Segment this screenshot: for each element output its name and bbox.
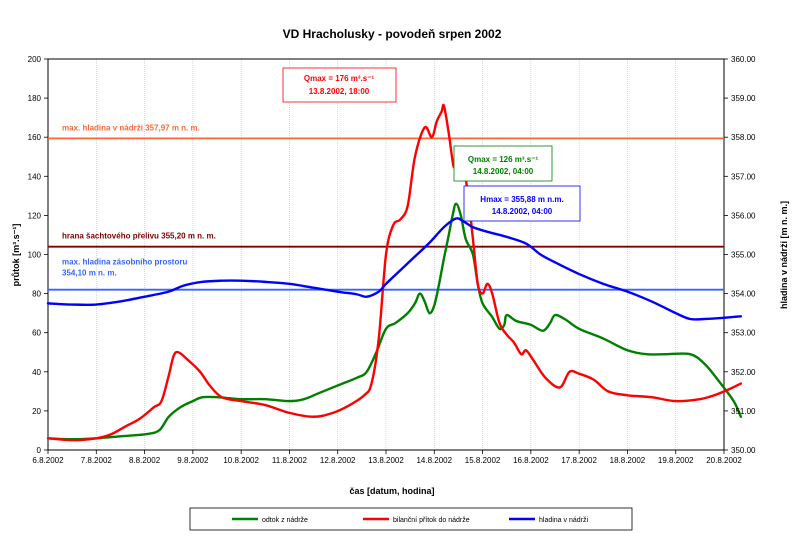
series-group [46,103,743,442]
y-left-tick-label: 0 [37,446,42,455]
y-right-tick-label: 359.00 [731,94,756,103]
series-line-inflow [46,103,743,442]
x-axis-label: čas [datum, hodina] [349,486,434,496]
y-right-tick-label: 351.00 [731,407,756,416]
annotation-line2: 13.8.2002, 18:00 [309,87,370,96]
annotation-line1: Qmax = 176 m³.s⁻¹ [304,74,375,83]
y-axis-left-label: průtok [m³.s⁻¹] [11,224,21,287]
y-left-tick-label: 60 [32,329,41,338]
y-left-tick-label: 80 [32,290,41,299]
y-left-tick-label: 140 [28,172,42,181]
annotation-box [282,67,397,103]
legend-label-inflow: bilanční přítok do nádrže [393,517,470,524]
x-tick-label: 11.8.2002 [272,456,308,465]
x-tick-label: 20.8.2002 [706,456,742,465]
annotation-line2: 14.8.2002, 04:00 [492,207,553,216]
x-tick-label: 15.8.2002 [465,456,501,465]
y-left-tick-label: 120 [28,211,42,220]
y-right-tick-label: 355.00 [731,251,756,260]
y-right-tick-label: 358.00 [731,133,756,142]
x-tick-label: 14.8.2002 [416,456,452,465]
series-line-level [46,217,743,321]
y-right-tick-label: 356.00 [731,211,756,220]
legend-label-level: hladina v nádrži [539,517,588,524]
x-tick-label: 7.8.2002 [81,456,113,465]
legend: odtok z nádrže bilanční přítok do nádrže… [189,507,633,531]
y-left-tick-label: 180 [28,94,42,103]
y-left-tick-label: 200 [28,55,42,64]
x-tick-label: 9.8.2002 [177,456,209,465]
y-right-tick-label: 357.00 [731,172,756,181]
reference-line-label: hrana šachtového přelivu 355,20 m n. m. [62,232,216,241]
annotation-qmax-outflow: Qmax = 126 m³.s⁻¹ 14.8.2002, 04:00 [453,145,553,182]
y-right-tick-label: 360.00 [731,55,756,64]
y-left-tick-label: 40 [32,368,41,377]
chart-title: VD Hracholusky - povodeň srpen 2002 [283,27,502,41]
reference-line-label: max. hladina v nádrži 357,97 m n. m. [62,123,200,132]
series-line-outflow [46,202,743,441]
annotation-line1: Qmax = 126 m³.s⁻¹ [468,155,539,164]
x-tick-label: 12.8.2002 [320,456,356,465]
y-right-tick-label: 350.00 [731,446,756,455]
y-right-tick-label: 354.00 [731,290,756,299]
x-tick-label: 10.8.2002 [223,456,259,465]
left-axis-ticks: 0 20 40 60 80 100 120 140 160 180 200 [28,55,48,455]
annotation-box [463,185,581,222]
x-tick-label: 6.8.2002 [32,456,64,465]
reference-line-label: max. hladina zásobního prostoru [62,258,187,267]
y-left-tick-label: 20 [32,407,41,416]
annotation-qmax-inflow: Qmax = 176 m³.s⁻¹ 13.8.2002, 18:00 [282,67,397,103]
annotation-line2: 14.8.2002, 04:00 [473,167,534,176]
annotation-box [453,145,553,182]
y-right-tick-label: 353.00 [731,329,756,338]
x-tick-label: 13.8.2002 [368,456,404,465]
x-axis-ticks: 6.8.2002 7.8.2002 8.8.2002 9.8.2002 10.8.200… [32,450,742,465]
right-axis-ticks: 350.00 351.00 352.00 353.00 354.00 355.00 356.… [724,55,756,455]
legend-label-outflow: odtok z nádrže [262,517,308,524]
annotation-hmax: Hmax = 355,88 m n.m. 14.8.2002, 04:00 [463,185,581,222]
y-left-tick-label: 160 [28,133,42,142]
y-left-tick-label: 100 [28,251,42,260]
x-tick-label: 17.8.2002 [561,456,597,465]
y-axis-right-label: hladina v nádrži [m n. m.] [779,201,789,309]
annotation-line1: Hmax = 355,88 m n.m. [480,195,563,204]
x-tick-label: 18.8.2002 [610,456,646,465]
x-tick-label: 19.8.2002 [658,456,694,465]
legend-box [189,507,633,531]
x-tick-label: 16.8.2002 [513,456,549,465]
reference-line-label: 354,10 m n. m. [62,269,117,278]
y-right-tick-label: 352.00 [731,368,756,377]
x-tick-label: 8.8.2002 [129,456,161,465]
